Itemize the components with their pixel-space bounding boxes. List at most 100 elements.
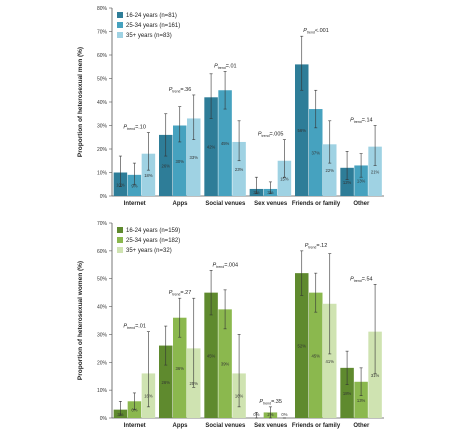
y-tick-label: 20%: [97, 360, 108, 366]
data-label: 39%: [221, 362, 230, 367]
x-tick-label: Sex venues: [254, 201, 288, 207]
data-label: 18%: [343, 391, 352, 396]
legend-label: 16-24 years (n=159): [126, 228, 180, 234]
bar: [340, 367, 354, 418]
bar: [232, 141, 246, 196]
p-trend-symbol: P: [169, 290, 173, 296]
p-trend-annotation: Ptrend=.14: [350, 118, 373, 125]
data-label: 26%: [162, 163, 171, 168]
data-label: 3%: [267, 190, 273, 195]
bar: [368, 331, 382, 418]
legend-label: 16-24 years (n=81): [126, 13, 177, 19]
data-label: 33%: [190, 155, 199, 160]
data-label: 42%: [207, 145, 216, 150]
legend-swatch: [117, 22, 123, 28]
p-trend-symbol: P: [350, 276, 354, 282]
data-label: 23%: [235, 167, 244, 172]
data-label: 21%: [371, 169, 380, 174]
bar: [354, 381, 368, 418]
data-label: 16%: [235, 394, 244, 399]
data-label: 12%: [343, 180, 352, 185]
p-trend-subscript: trend: [172, 89, 180, 93]
bar: [141, 153, 156, 196]
bar: [218, 309, 232, 418]
y-tick-label: 60%: [97, 249, 108, 255]
legend-swatch: [117, 247, 123, 253]
p-trend-value: =.35: [271, 399, 282, 405]
x-tick-label: Other: [353, 423, 370, 429]
x-tick-label: Apps: [173, 423, 189, 429]
data-label: 56%: [298, 128, 307, 133]
y-tick-label: 70%: [97, 30, 108, 36]
data-label: 45%: [221, 141, 230, 146]
legend-swatch: [117, 227, 123, 233]
p-trend-value: =.10: [135, 125, 146, 131]
bar: [295, 64, 309, 197]
data-label: 0%: [253, 412, 259, 417]
data-label: 26%: [162, 380, 171, 385]
bar: [159, 134, 173, 196]
bar: [127, 174, 142, 196]
p-trend-symbol: P: [259, 399, 263, 405]
p-trend-symbol: P: [123, 125, 127, 131]
bar: [204, 97, 218, 196]
data-label: 25%: [190, 381, 199, 386]
data-label: 10%: [116, 182, 125, 187]
data-label: 41%: [326, 359, 335, 364]
bar: [277, 160, 292, 196]
data-label: 45%: [312, 353, 321, 358]
x-tick-label: Apps: [173, 201, 189, 207]
data-label: 31%: [371, 373, 380, 378]
data-label: 6%: [131, 408, 137, 413]
bar: [340, 167, 354, 196]
p-trend-symbol: P: [258, 132, 262, 138]
p-trend-value: =.54: [362, 276, 373, 282]
bar: [218, 90, 232, 196]
y-tick-label: 30%: [97, 124, 108, 130]
data-label: 45%: [207, 353, 216, 358]
x-tick-label: Social venues: [205, 423, 246, 429]
data-label: 37%: [312, 151, 321, 156]
p-trend-annotation: Ptrend=.01: [214, 63, 237, 70]
bar: [368, 146, 382, 196]
bar: [173, 317, 187, 418]
p-trend-annotation: Ptrend=.54: [350, 276, 373, 283]
y-tick-label: 0%: [100, 194, 108, 200]
p-trend-annotation: Ptrend<.001: [303, 28, 329, 35]
x-tick-label: Social venues: [205, 201, 246, 207]
bar: [323, 144, 337, 196]
p-trend-value: =.01: [135, 324, 146, 330]
legend-label: 35+ years (n=83): [126, 33, 172, 39]
data-label: 3%: [117, 412, 123, 417]
p-trend-value: =.14: [362, 118, 373, 124]
x-tick-label: Sex venues: [254, 423, 288, 429]
p-trend-subscript: trend: [172, 293, 180, 297]
p-trend-subscript: trend: [216, 265, 224, 269]
data-label: 16%: [144, 394, 153, 399]
legend-swatch: [117, 237, 123, 243]
x-tick-label: Internet: [124, 423, 146, 429]
p-trend-annotation: Ptrend=.01: [123, 324, 146, 331]
data-label: 30%: [176, 159, 185, 164]
p-trend-annotation: Ptrend=.10: [123, 125, 146, 132]
x-tick-label: Friends or family: [292, 201, 341, 207]
y-axis-title: Proportion of heterosexual women (%): [77, 261, 84, 380]
bar: [204, 292, 218, 418]
x-tick-label: Other: [353, 201, 370, 207]
legend-swatch: [117, 32, 123, 38]
p-trend-subscript: trend: [354, 279, 362, 283]
p-trend-symbol: P: [169, 87, 173, 93]
p-trend-annotation: Ptrend=.12: [305, 243, 328, 250]
p-trend-symbol: P: [213, 262, 217, 268]
legend-label: 25-34 years (n=182): [126, 238, 180, 244]
p-trend-annotation: Ptrend=.27: [169, 290, 192, 297]
p-trend-value: =.27: [180, 290, 191, 296]
data-label: 52%: [298, 344, 307, 349]
p-trend-subscript: trend: [354, 120, 362, 124]
p-trend-symbol: P: [303, 28, 307, 34]
bar: [323, 303, 337, 418]
y-tick-label: 0%: [100, 416, 108, 422]
p-trend-value: =.12: [316, 243, 327, 249]
data-label: 13%: [357, 179, 366, 184]
